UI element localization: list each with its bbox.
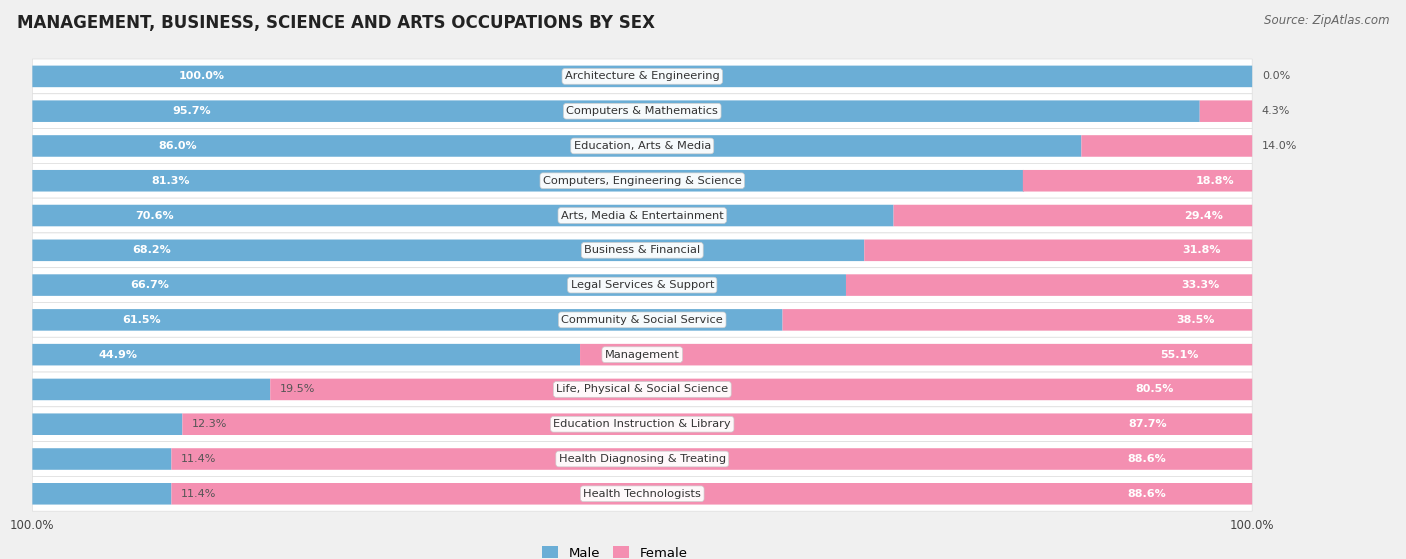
FancyBboxPatch shape [32, 198, 1253, 233]
FancyBboxPatch shape [32, 448, 172, 470]
FancyBboxPatch shape [783, 309, 1253, 331]
Text: Business & Financial: Business & Financial [585, 245, 700, 255]
Text: Management: Management [605, 349, 679, 359]
FancyBboxPatch shape [1022, 170, 1253, 192]
Text: Health Technologists: Health Technologists [583, 489, 702, 499]
Text: 100.0%: 100.0% [10, 519, 55, 532]
Text: 11.4%: 11.4% [181, 489, 217, 499]
Text: 55.1%: 55.1% [1160, 349, 1198, 359]
FancyBboxPatch shape [32, 344, 581, 366]
Text: 61.5%: 61.5% [122, 315, 162, 325]
FancyBboxPatch shape [32, 414, 183, 435]
Text: 19.5%: 19.5% [280, 385, 315, 395]
Text: Education, Arts & Media: Education, Arts & Media [574, 141, 711, 151]
FancyBboxPatch shape [32, 274, 846, 296]
FancyBboxPatch shape [865, 239, 1253, 261]
FancyBboxPatch shape [270, 378, 1253, 400]
FancyBboxPatch shape [1081, 135, 1253, 157]
Text: 87.7%: 87.7% [1128, 419, 1167, 429]
FancyBboxPatch shape [32, 94, 1253, 129]
Text: Architecture & Engineering: Architecture & Engineering [565, 72, 720, 82]
FancyBboxPatch shape [581, 344, 1253, 366]
Text: Community & Social Service: Community & Social Service [561, 315, 723, 325]
FancyBboxPatch shape [32, 101, 1199, 122]
Text: 14.0%: 14.0% [1263, 141, 1298, 151]
Text: 33.3%: 33.3% [1181, 280, 1219, 290]
Text: 88.6%: 88.6% [1128, 489, 1166, 499]
FancyBboxPatch shape [894, 205, 1253, 226]
FancyBboxPatch shape [32, 170, 1024, 192]
FancyBboxPatch shape [32, 302, 1253, 337]
Text: Legal Services & Support: Legal Services & Support [571, 280, 714, 290]
FancyBboxPatch shape [846, 274, 1253, 296]
Text: Source: ZipAtlas.com: Source: ZipAtlas.com [1264, 14, 1389, 27]
FancyBboxPatch shape [32, 483, 172, 505]
Text: 100.0%: 100.0% [179, 72, 225, 82]
FancyBboxPatch shape [32, 407, 1253, 442]
Text: 11.4%: 11.4% [181, 454, 217, 464]
FancyBboxPatch shape [172, 483, 1253, 505]
FancyBboxPatch shape [32, 163, 1253, 198]
Text: 66.7%: 66.7% [129, 280, 169, 290]
FancyBboxPatch shape [32, 309, 783, 331]
FancyBboxPatch shape [32, 442, 1253, 476]
Text: 4.3%: 4.3% [1263, 106, 1291, 116]
FancyBboxPatch shape [32, 129, 1253, 163]
Text: Life, Physical & Social Science: Life, Physical & Social Science [557, 385, 728, 395]
Text: Computers, Engineering & Science: Computers, Engineering & Science [543, 176, 741, 186]
FancyBboxPatch shape [1199, 101, 1253, 122]
FancyBboxPatch shape [32, 337, 1253, 372]
FancyBboxPatch shape [172, 448, 1253, 470]
FancyBboxPatch shape [32, 59, 1253, 94]
FancyBboxPatch shape [32, 65, 1253, 87]
Text: 70.6%: 70.6% [136, 211, 174, 221]
Legend: Male, Female: Male, Female [537, 541, 693, 559]
Text: Arts, Media & Entertainment: Arts, Media & Entertainment [561, 211, 724, 221]
Text: 80.5%: 80.5% [1135, 385, 1174, 395]
Text: 86.0%: 86.0% [159, 141, 197, 151]
FancyBboxPatch shape [32, 476, 1253, 511]
Text: 100.0%: 100.0% [1230, 519, 1274, 532]
FancyBboxPatch shape [183, 414, 1253, 435]
Text: 88.6%: 88.6% [1128, 454, 1166, 464]
FancyBboxPatch shape [32, 372, 1253, 407]
FancyBboxPatch shape [32, 268, 1253, 302]
FancyBboxPatch shape [32, 378, 270, 400]
FancyBboxPatch shape [32, 233, 1253, 268]
Text: MANAGEMENT, BUSINESS, SCIENCE AND ARTS OCCUPATIONS BY SEX: MANAGEMENT, BUSINESS, SCIENCE AND ARTS O… [17, 14, 655, 32]
Text: Computers & Mathematics: Computers & Mathematics [567, 106, 718, 116]
Text: 68.2%: 68.2% [132, 245, 172, 255]
Text: 0.0%: 0.0% [1263, 72, 1291, 82]
Text: 95.7%: 95.7% [173, 106, 211, 116]
Text: 31.8%: 31.8% [1182, 245, 1222, 255]
Text: 18.8%: 18.8% [1195, 176, 1234, 186]
Text: 38.5%: 38.5% [1177, 315, 1215, 325]
Text: Health Diagnosing & Treating: Health Diagnosing & Treating [558, 454, 725, 464]
FancyBboxPatch shape [32, 135, 1081, 157]
Text: 81.3%: 81.3% [152, 176, 190, 186]
Text: 12.3%: 12.3% [193, 419, 228, 429]
Text: 44.9%: 44.9% [98, 349, 136, 359]
FancyBboxPatch shape [32, 239, 865, 261]
Text: 29.4%: 29.4% [1185, 211, 1223, 221]
Text: Education Instruction & Library: Education Instruction & Library [554, 419, 731, 429]
FancyBboxPatch shape [32, 205, 894, 226]
